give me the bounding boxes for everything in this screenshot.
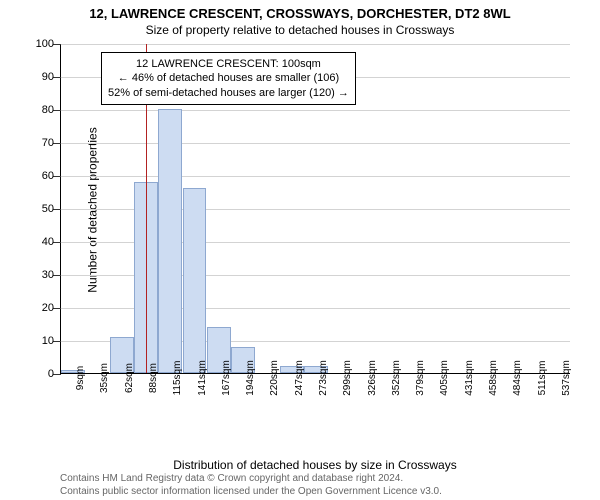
y-tick — [53, 374, 61, 375]
x-tick-label: 167sqm — [219, 360, 232, 396]
x-tick-label: 484sqm — [510, 360, 523, 396]
x-tick-label: 326sqm — [365, 360, 378, 396]
y-tick — [53, 308, 61, 309]
bar — [158, 109, 182, 373]
x-tick-label: 537sqm — [559, 360, 572, 396]
x-tick-label: 299sqm — [340, 360, 353, 396]
y-tick — [53, 77, 61, 78]
y-tick — [53, 341, 61, 342]
annotation-line-2: ← 46% of detached houses are smaller (10… — [108, 71, 349, 85]
grid-line — [61, 176, 570, 177]
x-tick-label: 35sqm — [97, 363, 110, 393]
x-tick-label: 88sqm — [146, 363, 159, 393]
y-tick-label: 0 — [48, 368, 54, 380]
annotation-box: 12 LAWRENCE CRESCENT: 100sqm← 46% of det… — [101, 52, 356, 105]
footer-line-1: Contains HM Land Registry data © Crown c… — [60, 473, 570, 486]
y-tick — [53, 44, 61, 45]
x-tick-label: 273sqm — [316, 360, 329, 396]
y-tick — [53, 275, 61, 276]
plot-area: 01020304050607080901009sqm35sqm62sqm88sq… — [60, 44, 570, 374]
y-tick-label: 90 — [42, 71, 54, 83]
x-tick-label: 431sqm — [462, 360, 475, 396]
x-tick-label: 511sqm — [535, 361, 548, 396]
grid-line — [61, 110, 570, 111]
x-axis-label: Distribution of detached houses by size … — [60, 458, 570, 472]
y-tick-label: 100 — [36, 38, 54, 50]
x-tick-label: 141sqm — [195, 360, 208, 396]
y-tick — [53, 242, 61, 243]
x-tick-label: 379sqm — [413, 360, 426, 396]
x-tick-label: 115sqm — [170, 361, 183, 396]
x-tick-label: 9sqm — [73, 366, 86, 390]
footer-line-2: Contains public sector information licen… — [60, 486, 570, 499]
y-tick-label: 40 — [42, 236, 54, 248]
x-tick-label: 62sqm — [122, 363, 135, 393]
y-tick-label: 70 — [42, 137, 54, 149]
y-tick — [53, 176, 61, 177]
y-tick-label: 80 — [42, 104, 54, 116]
x-tick-label: 458sqm — [486, 360, 499, 396]
chart-container: 01020304050607080901009sqm35sqm62sqm88sq… — [60, 44, 570, 422]
grid-line — [61, 143, 570, 144]
page-title: 12, LAWRENCE CRESCENT, CROSSWAYS, DORCHE… — [0, 0, 600, 21]
bar — [183, 188, 207, 373]
x-tick-label: 247sqm — [292, 360, 305, 396]
y-tick-label: 50 — [42, 203, 54, 215]
y-tick-label: 20 — [42, 302, 54, 314]
annotation-line-1: 12 LAWRENCE CRESCENT: 100sqm — [108, 57, 349, 71]
y-tick — [53, 209, 61, 210]
y-tick-label: 60 — [42, 170, 54, 182]
y-tick — [53, 110, 61, 111]
annotation-line-3: 52% of semi-detached houses are larger (… — [108, 86, 349, 100]
x-tick-label: 220sqm — [267, 360, 280, 396]
x-tick-label: 194sqm — [243, 360, 256, 396]
x-tick-label: 405sqm — [437, 360, 450, 396]
y-tick-label: 10 — [42, 335, 54, 347]
grid-line — [61, 44, 570, 45]
x-tick-label: 352sqm — [389, 360, 402, 396]
page-subtitle: Size of property relative to detached ho… — [0, 21, 600, 37]
y-tick-label: 30 — [42, 269, 54, 281]
y-tick — [53, 143, 61, 144]
footer-attribution: Contains HM Land Registry data © Crown c… — [60, 473, 570, 498]
